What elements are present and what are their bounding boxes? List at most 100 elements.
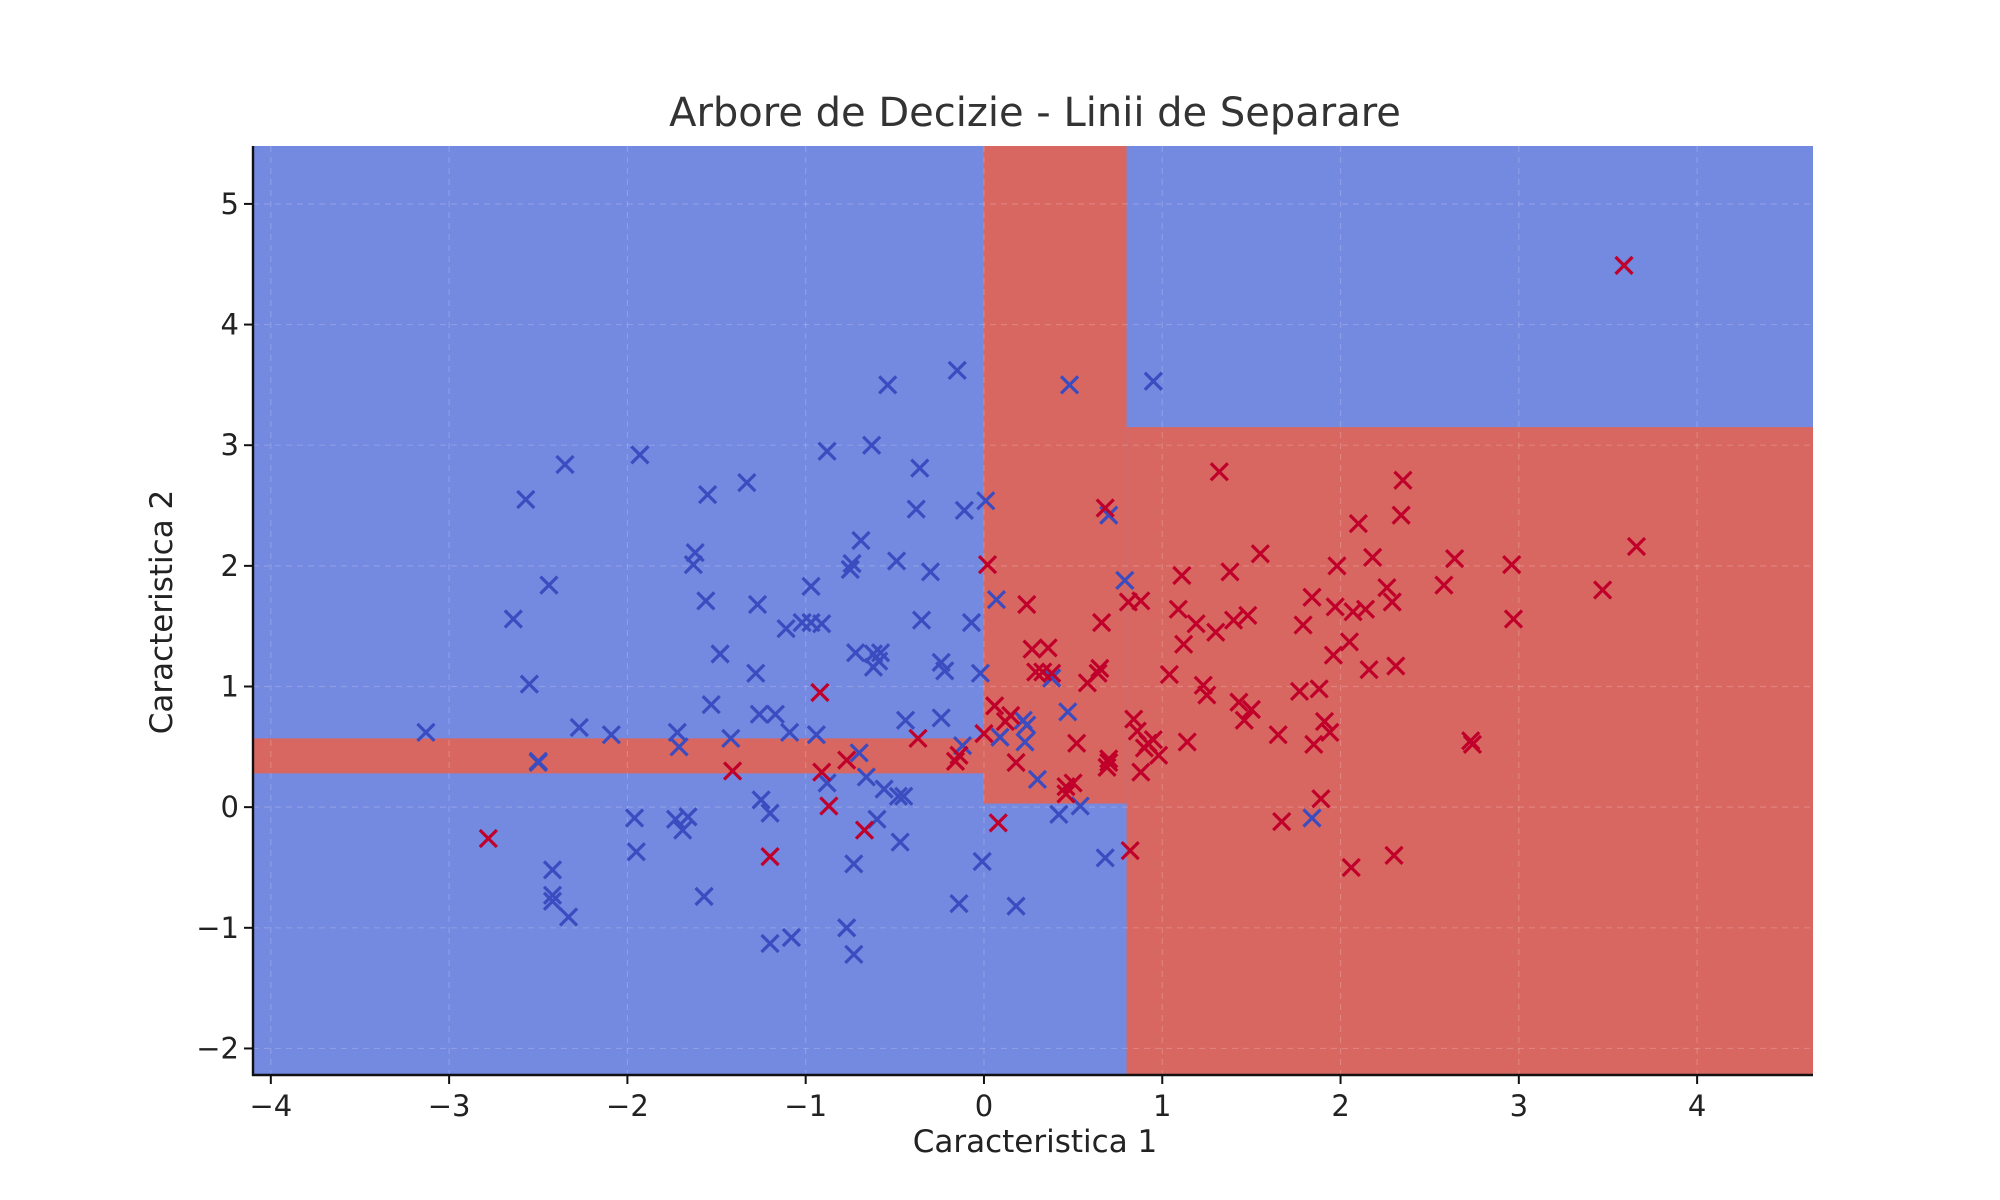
point-class-1-0 <box>478 828 498 849</box>
point-class-1-17 <box>1006 752 1026 773</box>
point-class-0-21 <box>678 807 698 827</box>
x-tick-label: 2 <box>1331 1089 1349 1123</box>
point-class-0-5 <box>528 751 548 771</box>
point-class-1-3 <box>810 682 830 703</box>
point-class-0-16 <box>630 445 650 465</box>
point-class-0-92 <box>1042 668 1062 688</box>
point-class-1-63 <box>1268 725 1288 745</box>
point-class-1-54 <box>1206 622 1226 642</box>
point-class-1-23 <box>1042 663 1062 683</box>
point-class-1-92 <box>1462 734 1483 755</box>
point-class-0-69 <box>895 710 916 730</box>
y-tick-label: −1 <box>196 911 239 945</box>
point-class-0-13 <box>601 725 621 745</box>
y-tick-label: 0 <box>221 790 239 824</box>
point-class-1-13 <box>985 696 1005 716</box>
point-class-1-1 <box>722 761 743 781</box>
point-class-1-53 <box>1197 685 1217 705</box>
point-class-0-89 <box>1015 732 1035 752</box>
point-class-1-26 <box>1063 773 1083 793</box>
point-class-1-96 <box>1614 255 1634 276</box>
x-tick-label: 0 <box>975 1089 993 1123</box>
point-class-1-87 <box>1391 505 1411 525</box>
point-class-0-48 <box>837 918 857 938</box>
point-class-1-35 <box>1099 752 1119 773</box>
point-class-1-71 <box>1314 711 1335 732</box>
point-class-0-6 <box>539 575 559 595</box>
point-class-0-76 <box>935 661 955 681</box>
point-class-1-83 <box>1377 577 1397 598</box>
point-class-0-15 <box>626 842 646 862</box>
point-class-0-39 <box>780 722 800 742</box>
axes: −4 −3 −2 −1 0 1 2 3 4 −2 −1 0 1 2 3 4 5 <box>196 146 1813 1123</box>
point-class-1-69 <box>1309 679 1329 699</box>
point-class-0-50 <box>842 553 862 574</box>
point-class-0-37 <box>765 704 786 724</box>
point-class-1-22 <box>1038 638 1058 658</box>
point-class-0-73 <box>920 562 941 582</box>
point-class-1-24 <box>1056 784 1076 804</box>
point-class-0-66 <box>888 786 909 806</box>
point-class-1-65 <box>1289 681 1310 701</box>
point-class-1-37 <box>1120 840 1140 861</box>
point-class-1-94 <box>1503 609 1524 629</box>
point-class-1-64 <box>1272 812 1292 832</box>
point-class-1-18 <box>1017 594 1037 615</box>
point-class-1-80 <box>1355 599 1376 619</box>
point-class-1-75 <box>1327 556 1347 576</box>
point-class-0-38 <box>776 618 796 639</box>
point-class-0-36 <box>760 933 780 954</box>
point-class-1-5 <box>819 796 839 816</box>
plot-area <box>253 146 1813 1075</box>
point-class-1-59 <box>1234 710 1254 730</box>
point-class-0-94 <box>1058 702 1078 722</box>
point-class-0-62 <box>870 643 891 663</box>
point-class-0-29 <box>721 728 741 749</box>
point-class-0-42 <box>801 576 821 597</box>
y-tick-label: −2 <box>196 1031 239 1065</box>
point-class-0-91 <box>1027 769 1048 790</box>
point-class-0-23 <box>685 542 705 563</box>
point-class-0-72 <box>911 610 932 630</box>
point-class-0-10 <box>555 454 575 475</box>
point-class-0-3 <box>519 674 539 694</box>
point-class-0-47 <box>817 773 837 793</box>
point-class-0-33 <box>749 704 769 724</box>
point-class-0-0 <box>416 722 436 742</box>
point-class-1-47 <box>1168 599 1188 619</box>
point-class-1-14 <box>988 813 1008 833</box>
y-tick-label: 4 <box>221 308 239 342</box>
point-class-0-49 <box>840 559 860 580</box>
point-class-0-53 <box>845 643 866 663</box>
point-class-0-45 <box>812 614 832 634</box>
point-class-0-93 <box>1049 804 1069 825</box>
point-class-1-68 <box>1304 734 1324 755</box>
point-class-0-75 <box>931 708 951 728</box>
point-class-1-88 <box>1393 470 1413 490</box>
point-class-0-44 <box>806 725 827 745</box>
point-class-0-34 <box>751 790 771 810</box>
point-class-1-66 <box>1293 615 1313 635</box>
point-class-0-35 <box>760 803 780 823</box>
point-class-0-11 <box>558 907 579 927</box>
point-class-1-56 <box>1220 562 1240 582</box>
decision-regions <box>253 146 1813 1075</box>
point-class-1-97 <box>1626 536 1647 557</box>
x-tick-label: 4 <box>1688 1089 1706 1123</box>
x-tick-label: 1 <box>1153 1089 1171 1123</box>
point-class-0-20 <box>673 820 693 840</box>
point-class-1-86 <box>1386 656 1406 676</box>
point-class-1-6 <box>837 750 857 770</box>
point-class-0-80 <box>954 500 974 520</box>
point-class-0-57 <box>862 435 882 455</box>
point-class-1-57 <box>1223 610 1244 630</box>
point-class-0-71 <box>910 458 930 478</box>
point-class-0-63 <box>874 779 894 799</box>
point-class-1-49 <box>1174 634 1194 654</box>
point-class-0-2 <box>516 489 536 510</box>
x-tick-label: −2 <box>606 1089 649 1123</box>
grid-lines <box>253 146 1813 1075</box>
y-tick-label: 3 <box>221 428 239 462</box>
point-class-0-24 <box>694 886 714 907</box>
